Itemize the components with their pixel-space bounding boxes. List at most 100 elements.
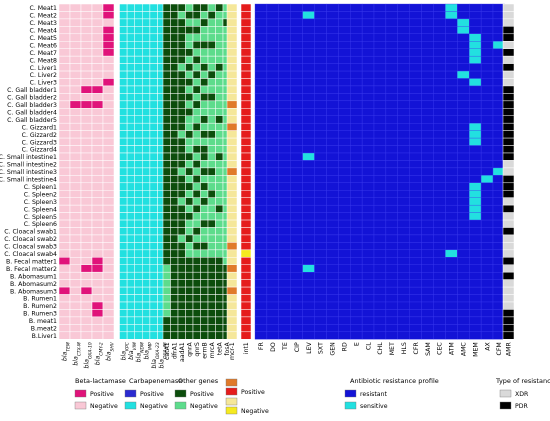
heatmap-cell (102, 115, 115, 124)
heatmap-cell (240, 279, 252, 288)
resistance-type-cell (502, 48, 515, 57)
heatmap-cell (69, 48, 82, 57)
heatmap-cell (102, 227, 115, 236)
heatmap-cell (192, 294, 201, 303)
heatmap-cell (134, 3, 143, 12)
amr-cell (266, 33, 279, 42)
heatmap-cell (177, 249, 186, 258)
amr-cell (350, 18, 363, 27)
heatmap-cell (240, 41, 252, 49)
legend-label: Negative (140, 403, 168, 410)
amr-cell (302, 212, 315, 221)
amr-cell (385, 18, 398, 27)
heatmap-cell (200, 271, 209, 280)
amr-cell (314, 55, 327, 64)
heatmap-cell (226, 309, 238, 318)
heatmap-cell (142, 33, 151, 42)
amr-cell (421, 160, 434, 169)
amr-cell (254, 18, 268, 27)
heatmap-cell (58, 115, 71, 124)
amr-cell (361, 137, 375, 146)
row-label: B. Rumen2 (23, 303, 57, 310)
heatmap-cell (119, 257, 128, 265)
amr-cell (326, 301, 339, 310)
column-label: LEV (306, 341, 313, 353)
amr-cell (326, 279, 339, 288)
heatmap-cell (69, 108, 82, 117)
heatmap-cell (69, 271, 82, 280)
amr-cell (314, 70, 327, 79)
amr-cell (409, 286, 422, 295)
amr-cell (278, 26, 291, 34)
heatmap-cell (185, 48, 194, 57)
amr-cell (397, 219, 410, 228)
amr-cell (338, 309, 351, 318)
heatmap-cell (200, 242, 209, 251)
amr-cell (397, 100, 410, 109)
amr-cell (397, 249, 410, 258)
amr-cell (397, 234, 410, 243)
heatmap-cell (177, 190, 186, 198)
amr-cell (278, 264, 291, 273)
heatmap-cell (170, 11, 179, 20)
amr-cell (397, 212, 410, 221)
heatmap-cell (126, 3, 135, 12)
heatmap-cell (149, 271, 158, 280)
amr-cell (314, 294, 327, 303)
heatmap-cell (170, 279, 179, 288)
amr-cell (350, 286, 363, 295)
heatmap-cell (69, 11, 82, 20)
amr-cell (302, 152, 315, 161)
column-label: CFM (496, 342, 503, 355)
amr-cell (409, 78, 422, 87)
heatmap-cell (170, 190, 179, 198)
heatmap-cell (177, 145, 186, 154)
amr-cell (480, 182, 494, 191)
amr-cell (350, 33, 363, 42)
heatmap-cell (126, 85, 135, 94)
heatmap-cell (149, 152, 158, 161)
heatmap-cell (162, 264, 171, 273)
amr-cell (302, 264, 315, 273)
resistance-type-cell (502, 197, 515, 206)
amr-cell (314, 204, 327, 213)
amr-cell (290, 309, 303, 318)
amr-cell (457, 219, 470, 228)
amr-cell (373, 257, 387, 265)
row-label: C. Gizzard2 (22, 132, 57, 139)
heatmap-cell (240, 130, 252, 139)
heatmap-cell (170, 41, 179, 49)
amr-cell (338, 85, 351, 94)
amr-cell (326, 130, 339, 139)
amr-cell (290, 242, 303, 251)
heatmap-cell (207, 242, 216, 251)
heatmap-cell (102, 137, 115, 146)
heatmap-cell (185, 331, 194, 340)
amr-cell (433, 175, 446, 183)
heatmap-cell (192, 271, 201, 280)
amr-cell (373, 3, 387, 12)
amr-cell (373, 279, 387, 288)
heatmap-cell (200, 190, 209, 198)
amr-cell (266, 85, 279, 94)
heatmap-cell (134, 145, 143, 154)
resistance-type-cell (502, 212, 515, 221)
heatmap-cell (177, 78, 186, 87)
heatmap-cell (119, 309, 128, 318)
amr-cell (421, 182, 434, 191)
heatmap-cell (102, 18, 115, 27)
heatmap-cell (226, 160, 238, 169)
row-label: C. Small intestine3 (0, 169, 57, 176)
heatmap-cell (240, 204, 252, 213)
amr-cell (373, 78, 387, 87)
amr-cell (278, 152, 291, 161)
heatmap-cell (142, 182, 151, 191)
heatmap-cell (149, 204, 158, 213)
heatmap-cell (207, 78, 216, 87)
heatmap-cell (126, 41, 135, 49)
amr-cell (350, 242, 363, 251)
heatmap-cell (58, 108, 71, 117)
amr-cell (457, 242, 470, 251)
amr-cell (278, 190, 291, 198)
amr-cell (397, 182, 410, 191)
